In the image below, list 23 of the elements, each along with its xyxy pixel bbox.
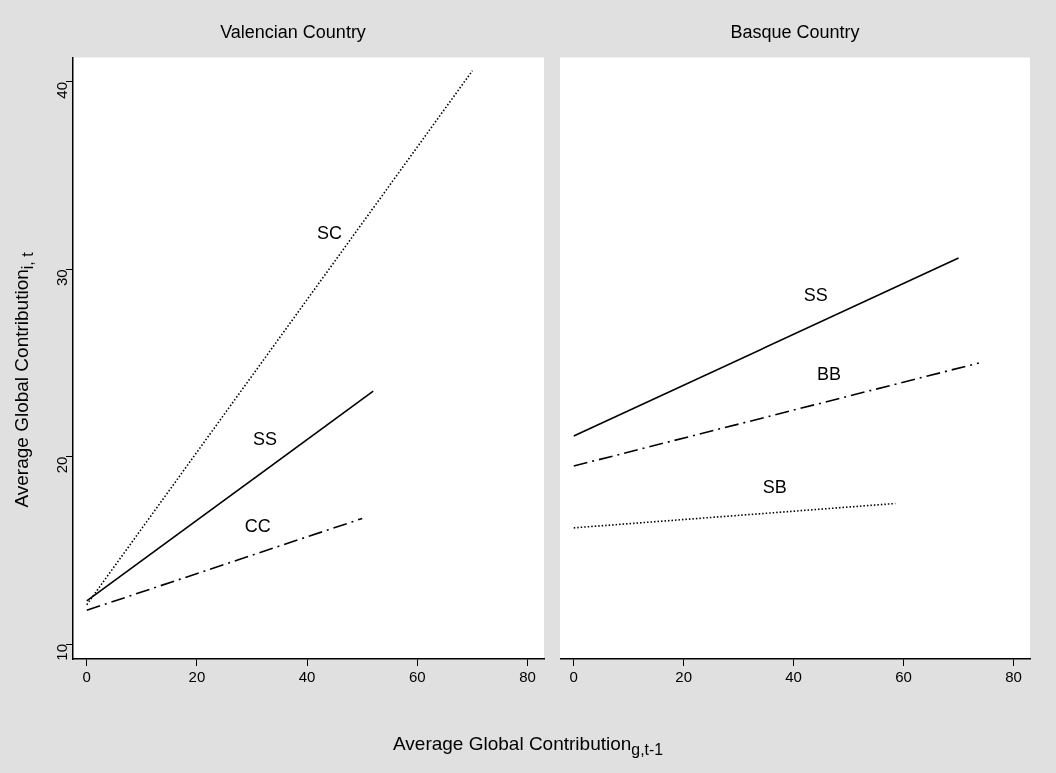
series-label: SS [803,285,828,306]
x-tick-label: 40 [785,668,802,686]
x-tick-label: 0 [569,668,578,686]
x-tick-label: 60 [895,668,912,686]
chart-title: Basque Country [730,21,860,42]
y-tick-label: 10 [53,644,71,661]
y-tick-label: 30 [53,269,71,286]
series-label: SS [252,429,277,450]
series-label: BB [817,364,842,385]
x-tick-label: 80 [519,668,536,686]
x-tick-label: 20 [188,668,206,686]
series-label: SB [762,476,787,497]
y-tick-label: 20 [53,456,71,474]
x-axis-title: Average Global Contribution$_{g,t-1}$ [392,733,664,759]
x-tick-label: 60 [408,668,426,686]
y-tick-label: 40 [53,81,71,99]
chart-title: Valencian Country [220,21,366,42]
series-label: CC [244,515,271,536]
series-label: SC [316,222,342,243]
x-tick-label: 0 [82,668,91,686]
x-tick-label: 40 [298,668,316,686]
x-tick-label: 20 [675,668,693,686]
x-tick-label: 80 [1005,668,1022,686]
